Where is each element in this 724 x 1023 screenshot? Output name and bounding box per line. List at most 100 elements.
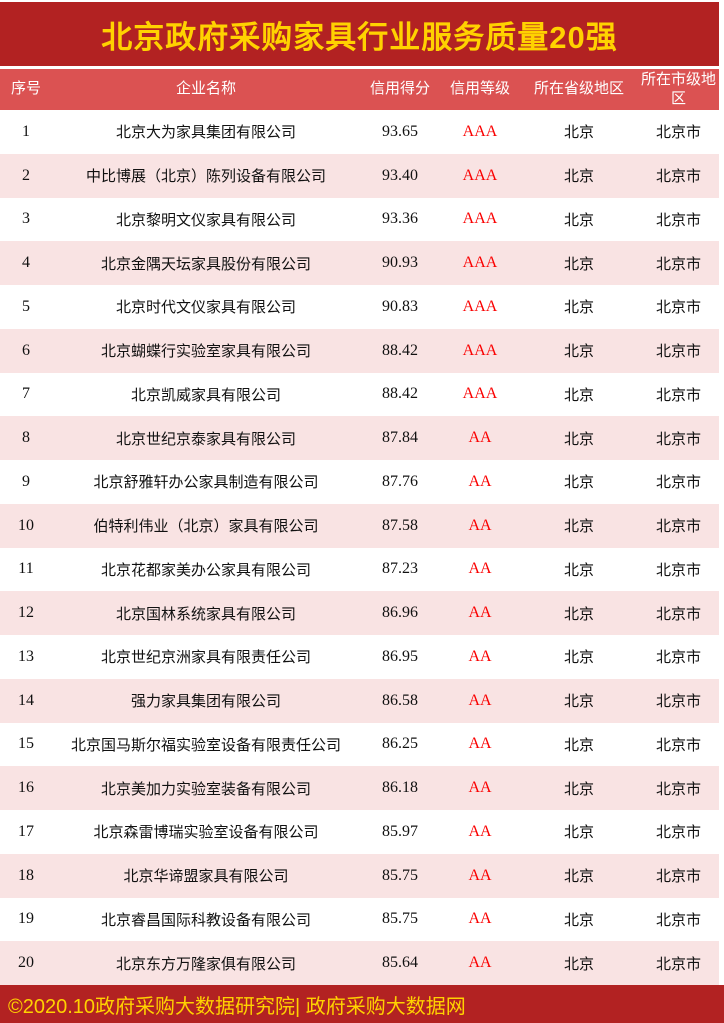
cell-rank: 11 — [18, 560, 34, 578]
cell-company: 北京舒雅轩办公家具制造有限公司 — [93, 474, 319, 492]
cell-score: 86.95 — [382, 647, 418, 665]
cell-province: 北京 — [563, 474, 594, 492]
cell-score: 93.36 — [382, 210, 418, 228]
cell-score: 86.58 — [382, 691, 418, 709]
cell-rating: AA — [468, 647, 492, 665]
header-cell-score: 信用得分 — [369, 80, 430, 98]
cell-city: 北京市 — [655, 343, 701, 361]
cell-province: 北京 — [563, 605, 594, 623]
cell-rank: 10 — [18, 516, 34, 534]
cell-company: 北京国马斯尔福实验室设备有限责任公司 — [70, 736, 341, 754]
cell-company: 北京黎明文仪家具有限公司 — [115, 211, 296, 229]
table-row: 14 强力家具集团有限公司 86.58 AA 北京 北京市 — [0, 678, 719, 723]
cell-province: 北京 — [563, 518, 594, 536]
cell-city: 北京市 — [655, 518, 701, 536]
cell-rank: 6 — [22, 341, 30, 359]
footer: ©2020.10政府采购大数据研究院| 政府采购大数据网 — [0, 985, 724, 1023]
cell-rating: AA — [468, 429, 492, 447]
table-row: 19 北京睿昌国际科教设备有限公司 85.75 AA 北京 北京市 — [0, 897, 719, 942]
cell-rating: AA — [468, 560, 492, 578]
cell-rank: 2 — [22, 166, 30, 184]
title-banner: 北京政府采购家具行业服务质量20强 — [0, 2, 719, 66]
cell-rank: 13 — [18, 647, 34, 665]
table-row: 5 北京时代文仪家具有限公司 90.83 AAA 北京 北京市 — [0, 285, 719, 329]
cell-province: 北京 — [563, 386, 594, 404]
table-header: 序号 企业名称 信用得分 信用等级 所在省级地区 所在市级地区 — [0, 69, 719, 110]
cell-province: 北京 — [563, 824, 594, 842]
cell-province: 北京 — [563, 649, 594, 667]
cell-score: 86.25 — [382, 735, 418, 753]
cell-province: 北京 — [563, 299, 594, 317]
cell-company: 北京大为家具集团有限公司 — [115, 124, 296, 142]
cell-company: 中比博展（北京）陈列设备有限公司 — [85, 168, 326, 186]
cell-score: 85.97 — [382, 822, 418, 840]
cell-rating: AA — [468, 910, 492, 928]
cell-company: 北京蝴蝶行实验室家具有限公司 — [100, 343, 311, 361]
table-row: 16 北京美加力实验室装备有限公司 86.18 AA 北京 北京市 — [0, 766, 719, 810]
cell-rating: AAA — [462, 122, 498, 140]
cell-rating: AAA — [462, 385, 498, 403]
cell-province: 北京 — [563, 343, 594, 361]
cell-score: 87.23 — [382, 560, 418, 578]
cell-province: 北京 — [563, 911, 594, 929]
table-row: 7 北京凯威家具有限公司 88.42 AAA 北京 北京市 — [0, 372, 719, 417]
cell-city: 北京市 — [655, 386, 701, 404]
table-row: 17 北京森雷博瑞实验室设备有限公司 85.97 AA 北京 北京市 — [0, 810, 719, 854]
cell-company: 强力家具集团有限公司 — [130, 693, 281, 711]
cell-rank: 9 — [22, 472, 30, 490]
table-row: 9 北京舒雅轩办公家具制造有限公司 87.76 AA 北京 北京市 — [0, 460, 719, 504]
header-cell-company: 企业名称 — [175, 80, 236, 98]
cell-rating: AAA — [462, 166, 498, 184]
cell-score: 87.76 — [382, 472, 418, 490]
cell-province: 北京 — [563, 211, 594, 229]
cell-rating: AA — [468, 472, 492, 490]
cell-score: 93.40 — [382, 166, 418, 184]
cell-company: 北京华谛盟家具有限公司 — [123, 868, 289, 886]
cell-company: 北京金隅天坛家具股份有限公司 — [100, 255, 311, 273]
cell-rank: 15 — [18, 735, 34, 753]
cell-rating: AA — [468, 779, 492, 797]
cell-province: 北京 — [563, 955, 594, 973]
cell-score: 88.42 — [382, 341, 418, 359]
table-row: 8 北京世纪京泰家具有限公司 87.84 AA 北京 北京市 — [0, 416, 719, 460]
cell-province: 北京 — [563, 868, 594, 886]
cell-province: 北京 — [563, 736, 594, 754]
cell-rating: AA — [468, 954, 492, 972]
cell-company: 北京东方万隆家俱有限公司 — [115, 955, 296, 973]
cell-city: 北京市 — [655, 474, 701, 492]
cell-company: 北京美加力实验室装备有限公司 — [100, 780, 311, 798]
cell-score: 86.96 — [382, 604, 418, 622]
table-row: 11 北京花都家美办公家具有限公司 87.23 AA 北京 北京市 — [0, 547, 719, 592]
cell-province: 北京 — [563, 255, 594, 273]
cell-company: 北京国林系统家具有限公司 — [115, 605, 296, 623]
cell-score: 85.75 — [382, 910, 418, 928]
cell-score: 87.84 — [382, 429, 418, 447]
cell-rank: 7 — [22, 385, 30, 403]
header-cell-city: 所在市级地区 — [640, 70, 716, 107]
cell-city: 北京市 — [655, 561, 701, 579]
cell-city: 北京市 — [655, 211, 701, 229]
header-cell-rank: 序号 — [10, 80, 41, 98]
cell-city: 北京市 — [655, 430, 701, 448]
cell-city: 北京市 — [655, 255, 701, 273]
table-row: 20 北京东方万隆家俱有限公司 85.64 AA 北京 北京市 — [0, 941, 719, 985]
cell-province: 北京 — [563, 561, 594, 579]
table-row: 10 伯特利伟业（北京）家具有限公司 87.58 AA 北京 北京市 — [0, 503, 719, 548]
cell-city: 北京市 — [655, 693, 701, 711]
cell-province: 北京 — [563, 168, 594, 186]
cell-company: 伯特利伟业（北京）家具有限公司 — [93, 518, 319, 536]
table-row: 1 北京大为家具集团有限公司 93.65 AAA 北京 北京市 — [0, 110, 719, 154]
cell-rank: 19 — [18, 910, 34, 928]
cell-rating: AAA — [462, 341, 498, 359]
cell-rating: AA — [468, 516, 492, 534]
cell-score: 85.75 — [382, 866, 418, 884]
cell-rank: 1 — [22, 122, 30, 140]
cell-score: 87.58 — [382, 516, 418, 534]
header-cell-province: 所在省级地区 — [533, 80, 624, 98]
cell-rank: 3 — [22, 210, 30, 228]
cell-rating: AAA — [462, 210, 498, 228]
cell-score: 88.42 — [382, 385, 418, 403]
cell-province: 北京 — [563, 124, 594, 142]
cell-city: 北京市 — [655, 780, 701, 798]
